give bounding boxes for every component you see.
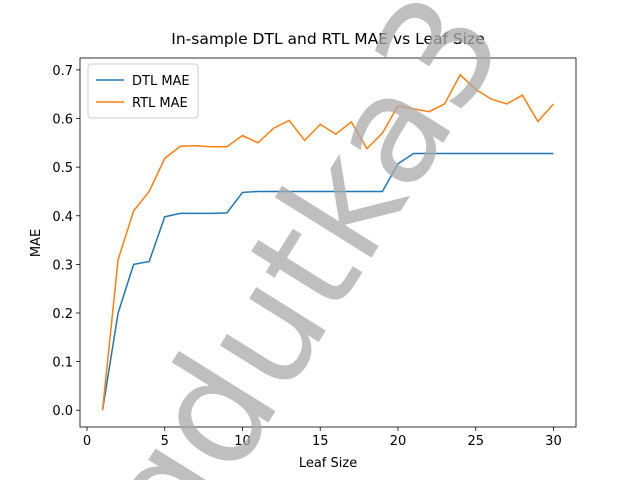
x-tick-label: 10 <box>234 434 251 449</box>
x-axis-label: Leaf Size <box>299 456 357 471</box>
legend-label: DTL MAE <box>132 74 190 89</box>
y-tick-label: 0.6 <box>52 113 73 128</box>
y-tick-label: 0.5 <box>52 161 73 176</box>
plot-frame <box>79 57 577 428</box>
y-tick-label: 0.0 <box>52 404 73 419</box>
y-axis-label: MAE <box>29 229 44 257</box>
x-tick-label: 0 <box>83 434 91 449</box>
y-tick-label: 0.4 <box>52 210 73 225</box>
y-tick-label: 0.2 <box>52 307 73 322</box>
x-tick-label: 15 <box>312 434 329 449</box>
chart-title: In-sample DTL and RTL MAE vs Leaf Size <box>171 30 484 48</box>
y-tick-label: 0.7 <box>52 64 73 79</box>
data-line <box>101 152 554 411</box>
y-tick-label: 0.3 <box>52 258 73 273</box>
x-tick-label: 25 <box>467 434 484 449</box>
legend-label: RTL MAE <box>132 96 188 111</box>
x-tick-label: 30 <box>545 434 562 449</box>
x-tick-label: 20 <box>390 434 407 449</box>
y-tick-label: 0.1 <box>52 356 73 371</box>
data-line <box>101 73 555 411</box>
x-tick-label: 5 <box>161 434 169 449</box>
legend-box <box>87 63 199 119</box>
